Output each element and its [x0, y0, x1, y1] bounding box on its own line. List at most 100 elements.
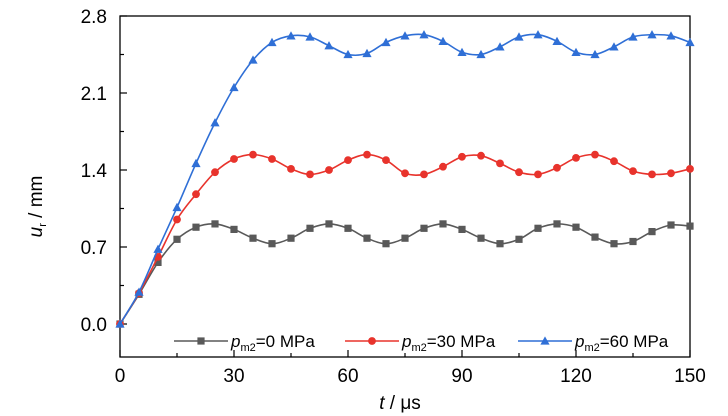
x-tick-label: 90	[451, 366, 472, 387]
data-point	[629, 167, 637, 176]
y-tick-label: 1.4	[81, 161, 108, 182]
data-point	[534, 170, 542, 179]
series-triangle	[115, 30, 695, 328]
series-circle	[116, 150, 694, 328]
data-point	[382, 156, 390, 165]
data-point	[306, 170, 314, 179]
data-point	[458, 225, 466, 233]
data-point	[420, 170, 428, 179]
legend-entry: pm2=0 MPa	[174, 332, 315, 354]
data-point	[382, 240, 390, 248]
y-axis-label-var: u	[26, 226, 47, 237]
data-point	[173, 235, 181, 243]
data-point	[419, 30, 429, 39]
y-axis-label-unit: / mm	[26, 176, 47, 224]
data-point	[629, 237, 637, 246]
data-point	[363, 234, 371, 242]
data-point	[134, 287, 144, 296]
data-point	[609, 42, 619, 51]
data-point	[172, 202, 182, 212]
data-point	[305, 32, 315, 41]
plot-frame	[119, 15, 691, 358]
data-point	[344, 156, 352, 165]
y-tick-label: 0.0	[81, 315, 107, 336]
data-point	[230, 155, 238, 163]
x-tick-label: 150	[674, 366, 706, 387]
data-point	[610, 157, 618, 166]
x-tick-label: 120	[560, 366, 592, 387]
data-point	[667, 221, 675, 229]
data-point	[439, 162, 447, 171]
y-tick-label: 2.1	[81, 84, 107, 105]
y-axis: 0.0 0.7 1.4 2.1 2.8	[81, 7, 127, 336]
data-point	[363, 150, 371, 159]
x-tick-label: 60	[337, 366, 358, 387]
data-point	[211, 220, 219, 228]
data-point	[192, 223, 200, 231]
legend-label-var: p	[574, 332, 584, 351]
legend-label: pm2=30 MPa	[401, 332, 496, 354]
data-point	[210, 118, 220, 127]
legend-label-sub: m2	[411, 342, 426, 354]
data-point	[400, 31, 410, 40]
data-point	[648, 170, 656, 179]
data-point	[496, 240, 504, 248]
data-point	[439, 220, 447, 228]
legend-marker	[368, 337, 376, 345]
y-axis-label: ur / mm	[26, 176, 49, 238]
data-point	[115, 319, 125, 328]
data-point	[268, 155, 276, 163]
data-point	[287, 165, 295, 173]
data-point	[324, 41, 334, 50]
data-point	[628, 32, 638, 41]
data-point	[476, 49, 486, 59]
data-point	[325, 220, 333, 228]
data-point	[211, 168, 219, 177]
y-tick-label: 2.8	[81, 7, 107, 28]
data-point	[191, 158, 201, 168]
data-point	[457, 47, 467, 56]
plot-border	[119, 15, 691, 358]
legend-label-rest: =0 MPa	[256, 332, 316, 351]
data-point	[572, 223, 580, 231]
legend-label: pm2=60 MPa	[574, 332, 669, 354]
legend-marker	[197, 337, 205, 345]
data-point	[154, 258, 162, 266]
data-point	[667, 169, 675, 178]
data-point	[401, 234, 409, 242]
legend-label-sub: m2	[240, 342, 255, 354]
data-point	[571, 47, 581, 56]
data-point	[249, 234, 257, 242]
data-point	[229, 82, 239, 92]
data-point	[553, 220, 561, 228]
x-tick-label: 30	[223, 366, 244, 387]
legend-label-var: p	[230, 332, 240, 351]
data-point	[686, 165, 694, 173]
data-point	[591, 233, 599, 241]
data-point	[192, 190, 200, 199]
data-point	[381, 37, 391, 47]
data-point	[496, 159, 504, 168]
data-point	[647, 30, 657, 39]
legend-label-var: p	[401, 332, 411, 351]
data-point	[533, 30, 543, 39]
data-point	[325, 166, 333, 174]
y-axis-label-sub: r	[37, 223, 49, 227]
legend-marker	[540, 336, 550, 345]
data-point	[306, 224, 314, 232]
data-point	[287, 234, 295, 242]
data-point	[591, 150, 599, 159]
x-axis: 0 30 60 90 120 150	[115, 350, 706, 387]
data-point	[267, 37, 277, 47]
series-line	[119, 33, 691, 325]
data-point	[362, 48, 372, 58]
data-point	[610, 240, 618, 248]
legend-label-sub: m2	[584, 342, 599, 354]
series-layer	[115, 30, 695, 328]
data-point	[686, 222, 694, 230]
x-axis-label: t / μs	[379, 393, 421, 414]
data-point	[515, 235, 523, 243]
data-point	[248, 55, 258, 64]
data-point	[268, 240, 276, 248]
